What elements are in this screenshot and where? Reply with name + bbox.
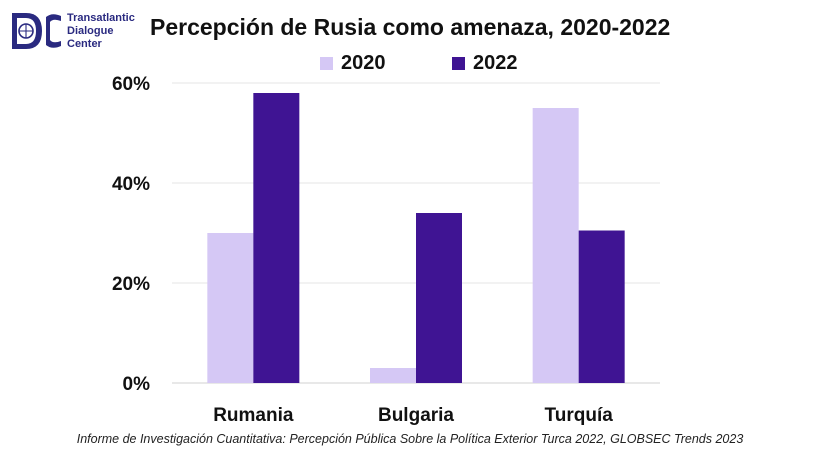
logo-emblem-icon (12, 13, 61, 49)
legend-item-2022: 2022 (452, 52, 518, 75)
x-tick-label: Bulgaria (378, 405, 454, 426)
legend-swatch-2020 (320, 57, 333, 70)
y-tick-label: 60% (112, 74, 150, 95)
x-tick-label: Rumania (213, 405, 294, 426)
bar-bulgaria-2020 (370, 368, 416, 383)
legend-label-2020: 2020 (341, 52, 386, 74)
legend: 2020 2022 (0, 52, 835, 76)
bar-turquía-2020 (532, 108, 579, 383)
y-tick-label: 0% (123, 374, 151, 395)
logo-line-3: Center (67, 37, 102, 50)
logo: Transatlantic Dialogue Center (8, 8, 135, 54)
y-tick-label: 20% (112, 274, 150, 295)
chart-title: Percepción de Rusia como amenaza, 2020-2… (150, 14, 671, 40)
logo-line-1: Transatlantic (67, 11, 135, 24)
legend-label-2022: 2022 (473, 52, 518, 74)
logo-text: Transatlantic Dialogue Center (67, 12, 135, 51)
source-note: Informe de Investigación Cuantitativa: P… (76, 432, 744, 446)
y-tick-label: 40% (112, 174, 150, 195)
bar-rumania-2020 (207, 233, 254, 383)
bar-bulgaria-2022 (416, 213, 462, 383)
bar-rumania-2022 (253, 93, 300, 383)
legend-item-2020: 2020 (320, 52, 386, 75)
logo-line-2: Dialogue (67, 24, 114, 37)
x-tick-label: Turquía (545, 405, 614, 426)
legend-swatch-2022 (452, 57, 465, 70)
bar-turquía-2022 (578, 230, 625, 383)
